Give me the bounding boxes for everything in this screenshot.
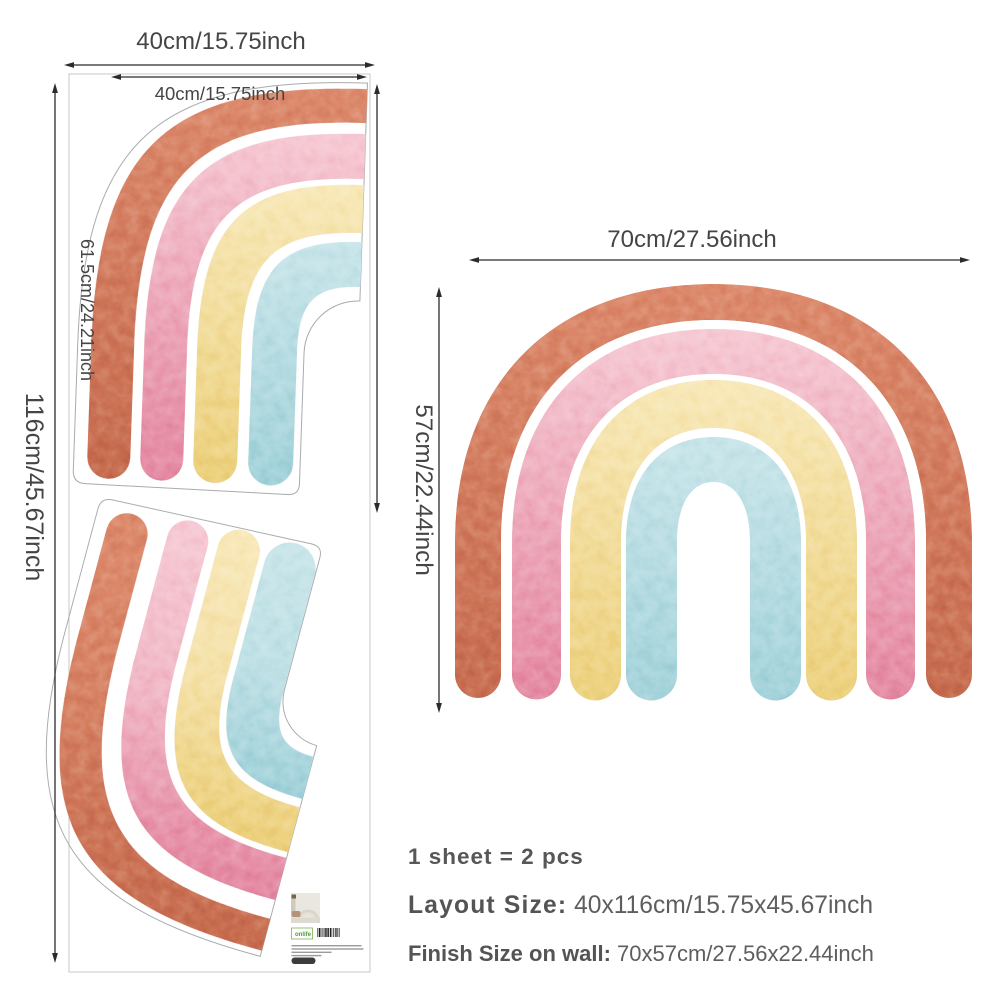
- svg-text:61.5cm/24.21inch: 61.5cm/24.21inch: [77, 239, 97, 381]
- svg-text:Layout Size: 40x116cm/15.75x45: Layout Size: 40x116cm/15.75x45.67inch: [408, 892, 873, 919]
- svg-text:70cm/27.56inch: 70cm/27.56inch: [607, 226, 776, 253]
- svg-text:57cm/22.44inch: 57cm/22.44inch: [410, 404, 437, 576]
- svg-text:40cm/15.75inch: 40cm/15.75inch: [155, 83, 286, 104]
- svg-text:116cm/45.67inch: 116cm/45.67inch: [20, 393, 48, 582]
- svg-text:1 sheet = 2 pcs: 1 sheet = 2 pcs: [408, 844, 584, 869]
- svg-text:Finish Size on wall: 70x57cm/2: Finish Size on wall: 70x57cm/27.56x22.44…: [408, 941, 874, 966]
- svg-text:onlife: onlife: [295, 932, 312, 938]
- svg-text:40cm/15.75inch: 40cm/15.75inch: [136, 28, 305, 55]
